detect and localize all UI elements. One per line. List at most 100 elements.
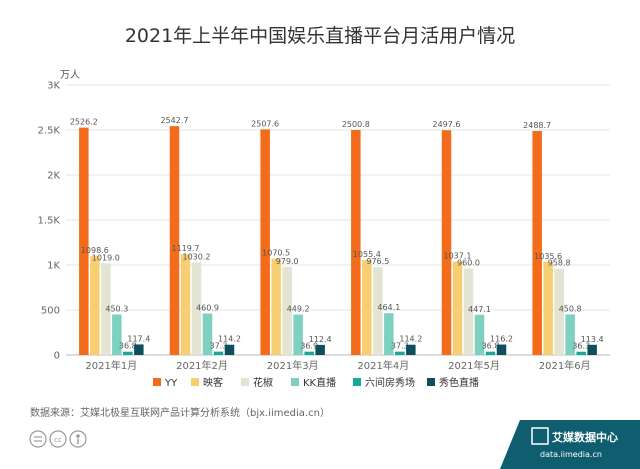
- bar[interactable]: [474, 314, 485, 355]
- x-tick-label: 2021年2月: [176, 359, 228, 372]
- y-tick-label: 3K: [47, 81, 60, 92]
- bar[interactable]: [463, 268, 474, 355]
- grid: 0 500 1K 1.5K 2K 2.5K 3K: [38, 81, 610, 362]
- data-label: 112.4: [309, 335, 332, 344]
- data-label: 1119.7: [172, 244, 200, 253]
- y-tick-label: 500: [41, 306, 60, 317]
- bar[interactable]: [362, 260, 372, 355]
- bar[interactable]: [496, 344, 507, 355]
- bar[interactable]: [351, 129, 361, 355]
- legend-item[interactable]: 秀色直播: [427, 376, 479, 389]
- y-axis-unit: 万人: [60, 69, 80, 81]
- logo-url: data.iimedia.cn: [540, 450, 602, 459]
- bar[interactable]: [395, 351, 405, 355]
- person-icon: [69, 430, 87, 448]
- x-tick-label: 2021年1月: [85, 359, 137, 372]
- y-tick-label: 2.5K: [38, 126, 61, 137]
- source-note: 数据来源：艾媒北极星互联网产品计算分析系统（bjx.iimedia.cn）: [30, 406, 330, 419]
- cc-icon: [49, 430, 67, 448]
- bar[interactable]: [271, 258, 281, 355]
- data-label: 450.8: [559, 304, 582, 313]
- svg-text:cc: cc: [54, 436, 62, 444]
- data-label: 1055.4: [353, 250, 381, 259]
- bar[interactable]: [260, 129, 270, 355]
- data-label: 1030.2: [183, 252, 211, 261]
- data-label: 447.1: [468, 305, 491, 314]
- data-label: 958.8: [548, 259, 571, 268]
- logo-mark-icon: [531, 427, 549, 445]
- bar[interactable]: [304, 351, 314, 355]
- data-label: 1037.1: [444, 252, 472, 261]
- x-axis: 2021年1月 2021年2月 2021年3月 2021年4月 2021年5月 2021年…: [85, 359, 590, 372]
- bar[interactable]: [532, 131, 542, 355]
- y-tick-label: 0: [54, 351, 60, 362]
- bar[interactable]: [441, 130, 452, 355]
- legend-item[interactable]: 六间房秀场: [353, 376, 415, 389]
- bar[interactable]: [293, 314, 303, 355]
- data-label: 2497.6: [433, 120, 461, 129]
- x-tick-label: 2021年4月: [357, 359, 409, 372]
- legend-label: YY: [164, 378, 178, 389]
- legend-label: 秀色直播: [439, 376, 479, 389]
- bar[interactable]: [123, 351, 133, 355]
- bar[interactable]: [134, 344, 144, 355]
- chart-title: 2021年上半年中国娱乐直播平台月活用户情况: [125, 25, 515, 47]
- bar[interactable]: [202, 313, 213, 355]
- data-label: 114.2: [218, 335, 241, 344]
- bar[interactable]: [543, 261, 553, 355]
- legend-swatch: [153, 378, 161, 386]
- bar[interactable]: [315, 344, 325, 355]
- data-label: 36.8: [119, 342, 137, 351]
- bar[interactable]: [587, 344, 597, 355]
- data-label: 1070.5: [262, 249, 290, 258]
- logo: 艾媒数据中心 data.iimedia.cn: [500, 420, 640, 469]
- bar[interactable]: [384, 313, 394, 355]
- data-label: 460.9: [196, 304, 219, 313]
- data-label: 1035.6: [534, 252, 562, 261]
- bar[interactable]: [180, 254, 191, 355]
- data-label: 449.2: [287, 305, 310, 314]
- legend[interactable]: YY 映客 花椒 KK直播 六间房秀场 秀色直播: [153, 376, 479, 389]
- data-label: 117.4: [127, 334, 150, 343]
- bar[interactable]: [452, 261, 463, 355]
- legend-item[interactable]: 花椒: [241, 376, 273, 389]
- legend-swatch: [427, 378, 435, 386]
- data-label: 2542.7: [161, 116, 189, 125]
- legend-swatch: [353, 378, 361, 386]
- bar[interactable]: [485, 351, 496, 355]
- bar[interactable]: [101, 263, 111, 355]
- legend-label: 映客: [203, 376, 223, 389]
- legend-label: KK直播: [303, 376, 336, 389]
- equal-icon: [29, 430, 47, 448]
- bar[interactable]: [79, 127, 89, 355]
- bar[interactable]: [112, 314, 122, 355]
- bar[interactable]: [90, 256, 100, 355]
- legend-item[interactable]: KK直播: [291, 376, 336, 389]
- bars: 2526.21098.61019.0450.336.8117.42542.711…: [70, 116, 604, 355]
- y-tick-label: 1.5K: [38, 216, 61, 227]
- bar[interactable]: [213, 351, 224, 355]
- bar[interactable]: [282, 266, 292, 355]
- bar[interactable]: [576, 351, 586, 355]
- bar[interactable]: [169, 126, 180, 355]
- data-label: 2526.2: [70, 118, 98, 127]
- y-tick-label: 1K: [47, 261, 60, 272]
- legend-swatch: [241, 378, 249, 386]
- data-label: 36.3: [572, 342, 590, 351]
- data-label: 1098.6: [81, 246, 109, 255]
- legend-item[interactable]: YY: [153, 378, 178, 389]
- bar[interactable]: [191, 262, 202, 355]
- data-label: 113.4: [581, 335, 604, 344]
- legend-item[interactable]: 映客: [191, 376, 223, 389]
- data-label: 960.0: [457, 259, 480, 268]
- bar[interactable]: [224, 344, 235, 355]
- bar[interactable]: [406, 344, 416, 355]
- bar[interactable]: [565, 314, 575, 355]
- bar[interactable]: [554, 268, 564, 355]
- data-label: 450.3: [105, 304, 128, 313]
- legend-label: 花椒: [253, 376, 273, 389]
- data-label: 37.3: [391, 342, 409, 351]
- bar[interactable]: [373, 267, 383, 355]
- x-tick-label: 2021年6月: [539, 359, 591, 372]
